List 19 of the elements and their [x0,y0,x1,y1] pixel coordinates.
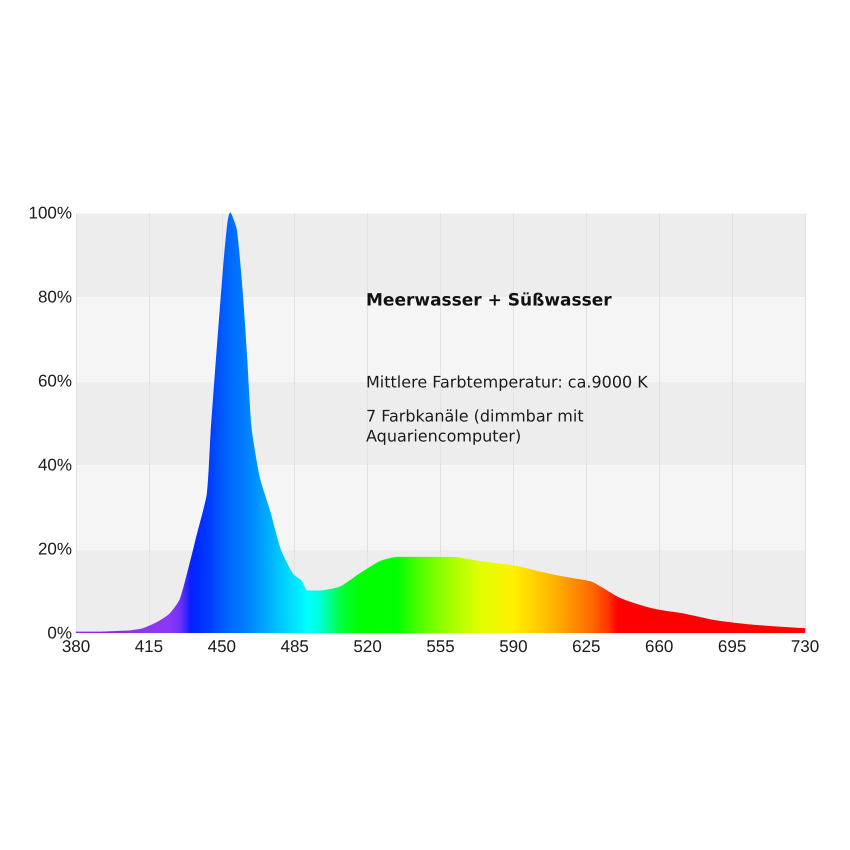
annotation: Mittlere Farbtemperatur: ca.9000 K [366,372,648,392]
x-tick-label: 485 [280,637,309,656]
y-tick-label: 40% [38,456,72,474]
x-tick-label: 555 [426,637,455,656]
y-tick-label: 80% [38,288,72,306]
y-tick-label: 60% [38,372,72,390]
y-tick-label: 20% [38,540,72,558]
x-tick-label: 520 [353,637,382,656]
x-tick-label: 730 [790,637,820,656]
y-tick-label: 100% [28,204,72,222]
x-tick-label: 590 [499,637,528,656]
x-tick-label: 660 [645,637,674,656]
x-tick-label: 415 [134,637,164,656]
x-tick-label: 380 [62,637,90,656]
x-tick-label: 695 [718,637,746,656]
text: Meerwasser + Süßwasser [366,290,612,310]
x-tick-label: 625 [572,637,600,656]
annotation: 7 Farbkanäle (dimmbar mit Aquariencomputer) [366,406,589,446]
x-tick-label: 450 [208,637,236,656]
